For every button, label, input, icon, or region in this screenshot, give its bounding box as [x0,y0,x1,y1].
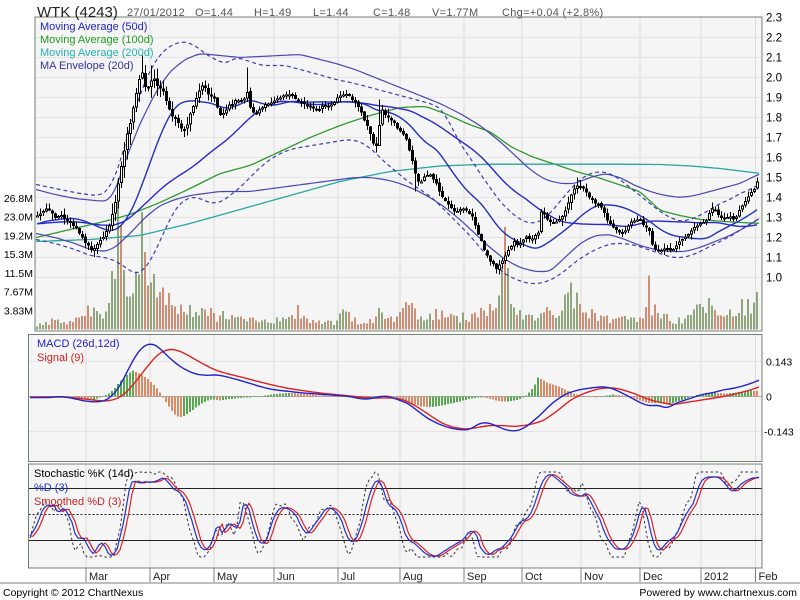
svg-text:1.8: 1.8 [766,113,782,125]
svg-text:0.143: 0.143 [766,356,792,368]
svg-text:Sep: Sep [467,571,487,583]
svg-text:2.2: 2.2 [766,33,782,45]
svg-text:0: 0 [766,391,772,403]
svg-text:V=1.77M: V=1.77M [432,7,478,19]
svg-text:Jul: Jul [341,571,355,583]
svg-text:3.83M: 3.83M [4,305,33,317]
svg-text:2.3: 2.3 [766,13,782,25]
svg-text:Apr: Apr [153,571,170,583]
svg-text:1.1: 1.1 [766,253,782,265]
svg-text:15.3M: 15.3M [4,249,33,261]
svg-text:1.7: 1.7 [766,133,782,145]
svg-text:Moving Average (100d): Moving Average (100d) [40,34,154,46]
svg-text:1.6: 1.6 [766,153,782,165]
svg-text:1.3: 1.3 [766,213,782,225]
svg-text:1.4: 1.4 [766,193,783,205]
svg-text:11.5M: 11.5M [5,268,33,280]
svg-text:Moving Average (200d): Moving Average (200d) [40,47,154,59]
svg-text:1.5: 1.5 [766,173,782,185]
svg-text:2012: 2012 [704,571,728,583]
svg-text:7.67M: 7.67M [4,287,33,299]
svg-text:2.0: 2.0 [766,73,782,85]
svg-text:Nov: Nov [584,571,604,583]
svg-text:May: May [217,571,238,583]
svg-text:H=1.49: H=1.49 [254,7,292,19]
svg-text:19.2M: 19.2M [4,230,33,242]
svg-text:Powered by www.chartnexus.com: Powered by www.chartnexus.com [639,587,797,599]
svg-text:26.8M: 26.8M [4,193,33,205]
svg-text:Aug: Aug [403,571,423,583]
svg-text:MACD (26d,12d): MACD (26d,12d) [37,338,120,350]
svg-text:Signal (9): Signal (9) [37,352,84,364]
svg-text:Chg=+0.04 (+2.8%): Chg=+0.04 (+2.8%) [502,7,603,19]
svg-text:-0.143: -0.143 [764,426,794,438]
svg-text:Feb: Feb [759,571,778,583]
svg-text:Mar: Mar [89,571,108,583]
svg-text:Dec: Dec [643,571,663,583]
svg-text:Moving Average (50d): Moving Average (50d) [40,21,147,33]
svg-text:Oct: Oct [525,571,542,583]
svg-text:Smoothed %D (3): Smoothed %D (3) [34,496,121,508]
svg-text:Stochastic %K (14d): Stochastic %K (14d) [34,468,134,480]
svg-text:C=1.48: C=1.48 [373,7,411,19]
svg-text:23.0M: 23.0M [4,212,33,224]
svg-text:L=1.44: L=1.44 [313,7,349,19]
svg-text:%D (3): %D (3) [34,482,68,494]
svg-text:O=1.44: O=1.44 [195,7,233,19]
svg-text:WTK (4243): WTK (4243) [37,4,118,21]
svg-text:Jun: Jun [277,571,295,583]
svg-text:1.2: 1.2 [766,233,782,245]
svg-text:27/01/2012: 27/01/2012 [127,7,185,19]
svg-text:1.9: 1.9 [766,93,782,105]
svg-text:2.1: 2.1 [766,53,782,65]
svg-text:MA Envelope (20d): MA Envelope (20d) [40,60,134,72]
svg-text:1.0: 1.0 [766,273,782,285]
svg-text:Copyright © 2012 ChartNexus: Copyright © 2012 ChartNexus [3,587,143,599]
